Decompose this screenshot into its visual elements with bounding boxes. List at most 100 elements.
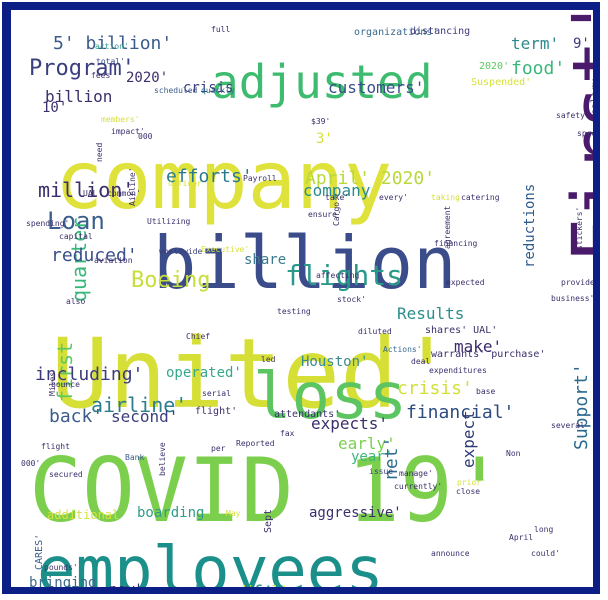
word-scheduled-62: scheduled <box>154 86 198 95</box>
word-officer-65: officer <box>168 179 202 188</box>
word-customers-49: customers' <box>328 78 425 97</box>
word-fees-61: fees <box>91 71 111 80</box>
word-efforts-15: efforts' <box>166 166 253 187</box>
word-prior-119: prior' <box>457 478 486 487</box>
word-aviation-69: aviation <box>94 256 133 265</box>
word-warrants-purchase-75: warrants' purchase' <box>431 349 546 360</box>
bottom-strip <box>0 594 608 600</box>
word-financial-28: financial' <box>406 402 515 423</box>
word-food-51: food' <box>511 58 566 79</box>
word-adjusted-7: adjusted <box>211 55 433 109</box>
word-united-0: United' <box>51 318 456 430</box>
word-could-124: could' <box>531 549 560 558</box>
word-close-120: close <box>456 487 481 496</box>
word-new-38: new' <box>109 583 143 587</box>
word-billion-3: billion <box>153 221 457 305</box>
word-ensure-108: ensure' <box>308 210 342 219</box>
word-expect-34: expect <box>459 410 478 468</box>
word-safety-94: safety <box>556 111 585 120</box>
word-back-25: back' <box>49 406 104 427</box>
word-catering-104: catering <box>461 193 500 202</box>
word-crisis-27: crisis' <box>397 378 473 399</box>
word-aggressive-40: aggressive' <box>309 505 402 521</box>
word-announce-90: announce <box>431 549 470 558</box>
word-loss-5: loss <box>253 360 408 434</box>
word-expected-105: expected <box>446 278 485 287</box>
word-billion-46: billion <box>45 87 113 106</box>
word-per-130: per <box>211 444 226 453</box>
word-spread-115: spread <box>577 129 593 138</box>
word-fax-131: fax <box>280 429 295 438</box>
word-believe-132: believe <box>158 442 167 476</box>
word-salary-93: salary <box>590 78 593 115</box>
word-april-2020-16: April' 2020' <box>305 168 436 189</box>
word-actions-74: Actions' <box>383 345 422 354</box>
word-39-112: $39' <box>311 117 331 126</box>
word-term-50: term' <box>511 34 560 53</box>
word-cloud-canvas: United' COVID 19' company billion employees l… <box>11 10 593 587</box>
word-base-121: base <box>476 387 496 396</box>
word-need-114: need <box>95 142 104 162</box>
word-chief-73: Chief <box>186 332 211 341</box>
word-april-125: April <box>509 533 534 542</box>
word-executive-68: Executive' <box>201 245 250 254</box>
word-take-101: take' <box>325 193 350 202</box>
word-10-142: 10' <box>42 100 68 116</box>
word-3-143: 3' <box>316 131 333 147</box>
word-expects-29: expects' <box>311 414 389 433</box>
word-sept-98: Sept <box>263 508 274 533</box>
word-issue-81: issue <box>369 467 394 476</box>
word-including-22: including' <box>35 364 144 385</box>
word-total-60: total' <box>96 57 125 66</box>
word-several-122: several <box>551 421 585 430</box>
word-flights-9: flights <box>285 259 404 292</box>
word-payroll-64: Payroll <box>243 174 277 183</box>
word-company-17: company <box>303 181 371 200</box>
word-covid-19-1: COVID 19' <box>29 439 506 542</box>
word-action-59: action' <box>95 42 129 51</box>
word-airline-23: airline' <box>91 393 188 417</box>
word-distancing-58: distancing <box>410 26 471 37</box>
word-000-113: 000 <box>138 132 153 141</box>
word-ual-common-66: UAL' common' <box>83 189 141 198</box>
word-organizations-57: organizations' <box>354 27 439 38</box>
word-suspended-55: Suspended' <box>471 77 532 88</box>
word-stock-71: stock' <box>337 295 366 304</box>
word-non-83: Non <box>506 449 521 458</box>
word-taking-103: taking <box>431 193 460 202</box>
word-million-14: million' <box>38 178 135 202</box>
word-cares-91: CARES' <box>34 533 45 570</box>
word-expenditures-77: expenditures <box>429 366 487 375</box>
word-bank-80: Bank <box>125 453 145 462</box>
word-members-100: members' <box>101 115 140 124</box>
word-second-26: second' <box>111 407 179 426</box>
word-diluted-72: diluted <box>358 327 392 336</box>
word-boeing-10: Boeing <box>131 268 211 293</box>
word-share-19: share <box>244 252 287 268</box>
word-capital-107: capital <box>59 232 93 241</box>
word-flight-78: flight' <box>195 406 238 417</box>
word-cloud-frame: United' COVID 19' company billion employees l… <box>2 2 600 594</box>
word-worldwide-67: worldwide <box>159 247 203 256</box>
word-spending-106: spending' <box>26 219 70 228</box>
word-pounds-89: pounds' <box>44 563 78 572</box>
word-deal-129: deal <box>411 357 431 366</box>
word-serial-140: serial <box>202 389 231 398</box>
word-quickly-63: quickly <box>201 86 235 95</box>
word-operated-24: operated' <box>166 365 242 381</box>
word-make-21: make' <box>454 337 503 356</box>
word-financing-137: financing <box>434 239 478 248</box>
word-stickers-135: stickers' <box>575 206 584 250</box>
word-full-97: full <box>211 25 231 34</box>
word-early-31: early' <box>338 434 396 453</box>
word-support-35: Support' <box>571 363 592 450</box>
word-additional-42: additional <box>47 508 120 522</box>
word-business-96: business' <box>551 294 593 303</box>
word-9-54: 9' <box>573 36 590 52</box>
word-loan-11: Loan <box>47 207 105 235</box>
word-company-2: company <box>55 134 393 227</box>
word-long-123: long <box>534 525 554 534</box>
word-crisis-48: crisis <box>183 80 234 96</box>
word-reductions-53: reductions <box>522 183 538 268</box>
word-airline-110: Airline' <box>128 167 137 206</box>
